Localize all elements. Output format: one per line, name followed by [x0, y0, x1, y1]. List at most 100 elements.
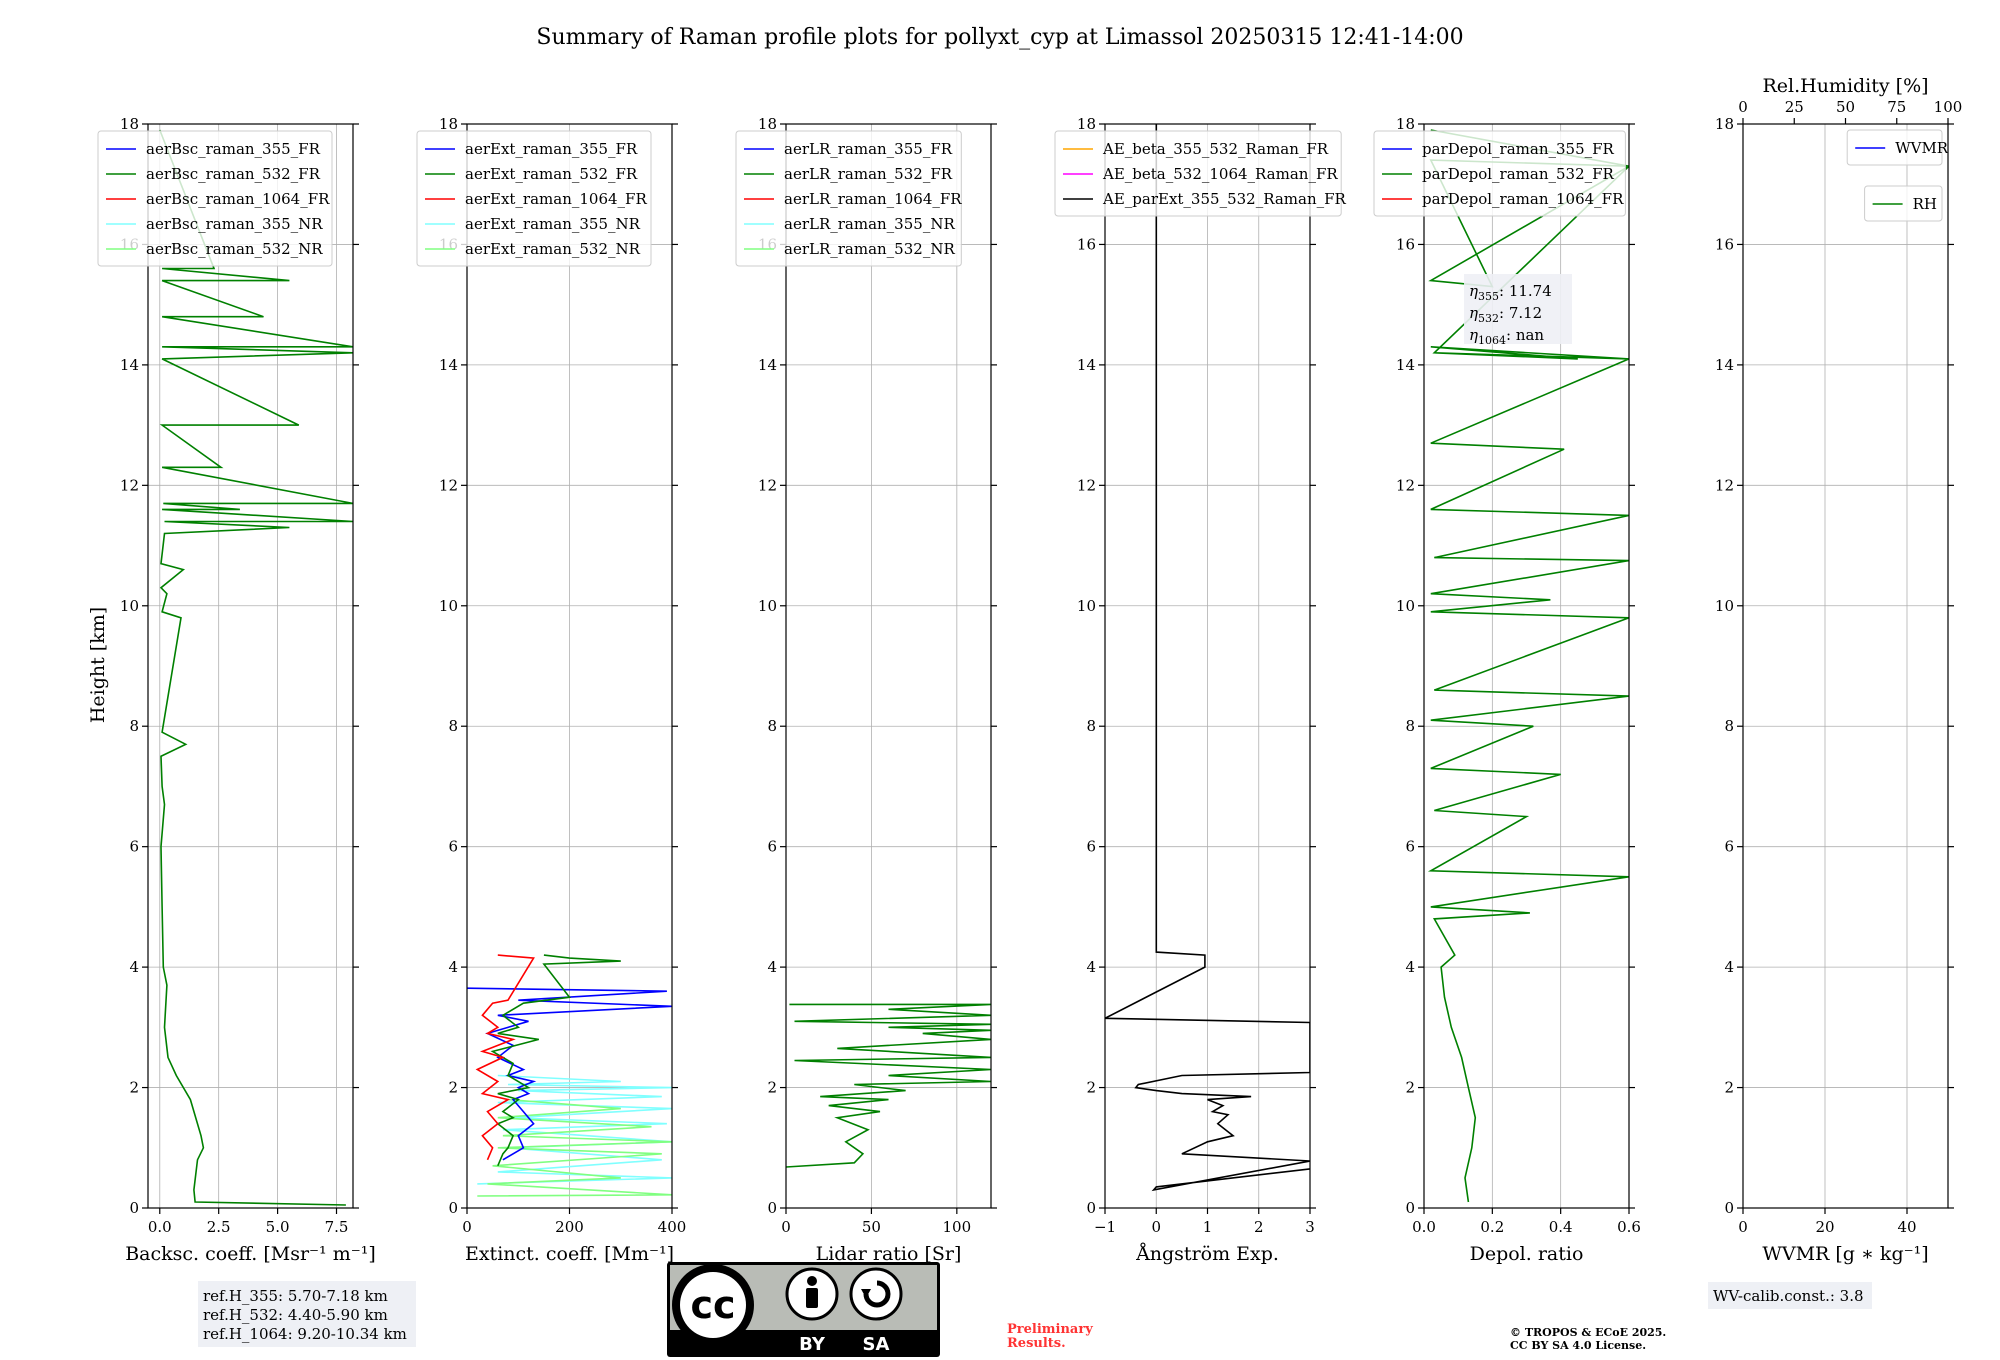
legend-entry: AE_beta_532_1064_Raman_FR [1102, 165, 1338, 183]
y-tick-label: 2 [1724, 1079, 1734, 1097]
copyright-line1: © TROPOS & ECoE 2025. [1510, 1326, 1666, 1339]
y-tick-label: 18 [1077, 115, 1096, 133]
x-tick-label: 7.5 [325, 1218, 349, 1236]
series-line-aerExt_raman_355_FR [467, 987, 672, 1161]
eta-line-3: η1064: nan [1469, 326, 1544, 347]
x-axis-label: Lidar ratio [Sr] [816, 1243, 962, 1265]
series-line-aerExt_raman_1064_FR [475, 954, 535, 1161]
x-tick-label: 1 [1203, 1218, 1213, 1236]
y-tick-label: 14 [1077, 356, 1096, 374]
reference-height-box: ref.H_355: 5.70-7.18 km ref.H_532: 4.40-… [198, 1281, 416, 1347]
x-tick-label: 20 [1815, 1218, 1834, 1236]
eta-subscript: 1064 [1478, 334, 1506, 347]
y-tick-label: 10 [1396, 597, 1415, 615]
legend-frame [735, 130, 962, 267]
legend-entry: aerExt_raman_532_NR [465, 240, 641, 258]
series-group [1105, 124, 1310, 1192]
panel-depol: 0 2 4 6 8 10 12 14 16 18 0.0 0.2 0.4 0.6 Depol. ratio p… [1373, 115, 1641, 1265]
y-tick-label: 16 [1715, 235, 1734, 253]
y-tick-label: 6 [1405, 838, 1415, 856]
series-line-parDepol_raman_532_FR [1427, 129, 1629, 1203]
y-tick-label: 6 [1086, 838, 1096, 856]
x-tick-label: 5.0 [266, 1218, 290, 1236]
eta-symbol: η [1469, 326, 1478, 344]
eta-value: : 11.74 [1499, 282, 1552, 300]
y-tick-label: 10 [1715, 597, 1734, 615]
x-tick-label: 100 [943, 1218, 972, 1236]
y-tick-label: 8 [1405, 717, 1415, 735]
legend-entry: aerExt_raman_532_FR [465, 165, 638, 183]
x-axis-label: Ångström Exp. [1135, 1243, 1279, 1265]
legend: WVMR [1846, 129, 1949, 166]
by-person-icon [785, 1267, 839, 1321]
x-tick-label: 0.6 [1617, 1218, 1641, 1236]
y-tick-label: 12 [120, 476, 139, 494]
x-tick-label: 3 [1305, 1218, 1315, 1236]
y-tick-label: 12 [1715, 476, 1734, 494]
eta-symbol: η [1469, 304, 1478, 322]
legend-entry: aerBsc_raman_355_FR [146, 140, 321, 158]
ref-h-355: ref.H_355: 5.70-7.18 km [203, 1287, 388, 1305]
legend-frame [1864, 185, 1943, 222]
legend-entry: aerExt_raman_355_FR [465, 140, 638, 158]
legend-entry: aerLR_raman_532_FR [784, 165, 953, 183]
axes-frame [1742, 123, 1949, 1209]
x-tick-label: 50 [862, 1218, 881, 1236]
x-tick-label: 0 [1151, 1218, 1161, 1236]
x-axis-label: Depol. ratio [1470, 1243, 1584, 1265]
y-tick-label: 6 [767, 838, 777, 856]
series-line-AE_parExt_355_532_Raman_FR [1105, 124, 1310, 1192]
by-label: BY [799, 1334, 826, 1355]
top-x-tick-label: 100 [1934, 98, 1963, 116]
legend-entry: aerExt_raman_355_NR [465, 215, 641, 233]
y-tick-label: 4 [1086, 958, 1096, 976]
y-tick-label: 14 [1396, 356, 1415, 374]
eta-line-1: η355: 11.74 [1469, 282, 1552, 303]
legend-entry: WVMR [1895, 139, 1949, 157]
y-tick-label: 10 [758, 597, 777, 615]
y-tick-label: 8 [448, 717, 458, 735]
y-tick-label: 16 [1077, 235, 1096, 253]
legend-entry: AE_beta_355_532_Raman_FR [1102, 140, 1329, 158]
legend-entry: aerLR_raman_532_NR [784, 240, 955, 258]
legend-entry: aerExt_raman_1064_FR [465, 190, 647, 208]
x-tick-label: 0.2 [1480, 1218, 1504, 1236]
eta-subscript: 355 [1478, 290, 1499, 303]
series-line-aerExt_raman_532_FR [490, 954, 621, 1167]
legend-entry: aerLR_raman_1064_FR [784, 190, 962, 208]
y-tick-label: 12 [1077, 476, 1096, 494]
legend-frame [97, 130, 333, 267]
copyright-line2: CC BY SA 4.0 License. [1510, 1339, 1646, 1352]
x-tick-label: 200 [555, 1218, 584, 1236]
x-tick-label: 2.5 [207, 1218, 231, 1236]
y-tick-label: 2 [448, 1079, 458, 1097]
wv-calibration-box: WV-calib.const.: 3.8 [1708, 1282, 1872, 1309]
y-tick-label: 6 [448, 838, 458, 856]
wv-calibration-text: WV-calib.const.: 3.8 [1713, 1287, 1864, 1305]
legend-frame [1373, 130, 1626, 217]
y-tick-label: 0 [448, 1199, 458, 1217]
series-group [1427, 129, 1629, 1203]
y-tick-label: 8 [767, 717, 777, 735]
y-tick-label: 0 [1405, 1199, 1415, 1217]
legend: aerExt_raman_355_FR aerExt_raman_532_FRae… [416, 130, 652, 267]
y-tick-label: 10 [439, 597, 458, 615]
y-tick-label: 18 [1715, 115, 1734, 133]
ref-h-1064: ref.H_1064: 9.20-10.34 km [203, 1325, 407, 1343]
ref-h-532: ref.H_532: 4.40-5.90 km [203, 1306, 388, 1324]
x-tick-label: 400 [658, 1218, 687, 1236]
series-group [786, 1003, 991, 1168]
legend-entry: aerBsc_raman_532_FR [146, 165, 321, 183]
y-tick-label: 6 [129, 838, 139, 856]
legend-entry: aerBsc_raman_1064_FR [146, 190, 330, 208]
x-tick-label: 0 [462, 1218, 472, 1236]
legend: aerLR_raman_355_FR aerLR_raman_532_FR aerL… [735, 130, 962, 267]
y-tick-label: 4 [1405, 958, 1415, 976]
y-tick-label: 14 [758, 356, 777, 374]
eta-box [1464, 274, 1572, 344]
legend-entry: aerLR_raman_355_FR [784, 140, 953, 158]
legend: aerBsc_raman_355_FR aerBsc_raman_532_FRae… [97, 130, 333, 267]
